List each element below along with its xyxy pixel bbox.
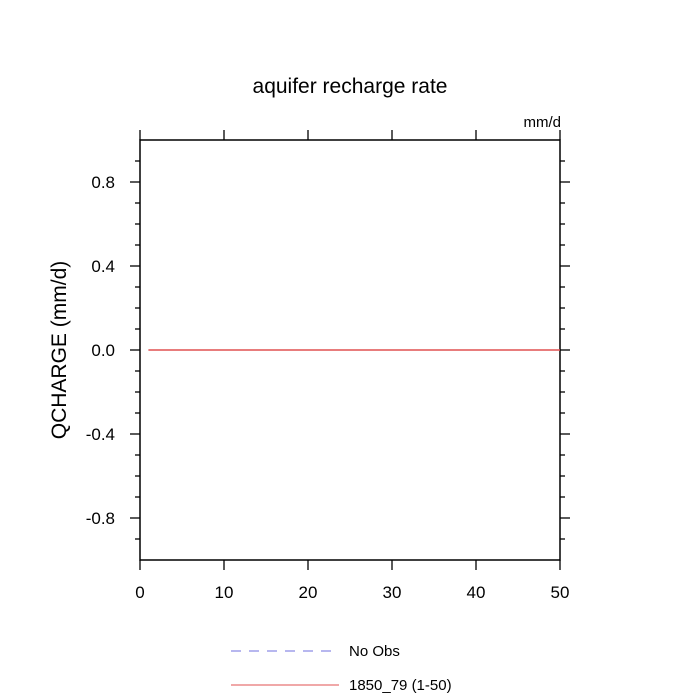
x-tick-label: 10 (215, 583, 234, 602)
y-tick-label: 0.4 (91, 257, 115, 276)
legend-label: 1850_79 (1-50) (349, 677, 452, 694)
legend-label: No Obs (349, 643, 400, 660)
x-tick-label: 40 (467, 583, 486, 602)
x-tick-label: 0 (135, 583, 144, 602)
y-tick-label: -0.4 (86, 425, 115, 444)
x-tick-label: 30 (383, 583, 402, 602)
y-axis-label: QCHARGE (mm/d) (48, 261, 71, 440)
y-tick-label: 0.0 (91, 341, 115, 360)
x-tick-label: 50 (551, 583, 570, 602)
y-tick-label: 0.8 (91, 173, 115, 192)
y-tick-label: -0.8 (86, 509, 115, 528)
ticks-layer: 0 10 20 30 40 50 -0.8 -0.4 0.0 0.4 0.8 (86, 130, 570, 602)
units-label: mm/d (524, 114, 562, 131)
legend: No Obs 1850_79 (1-50) (231, 643, 452, 694)
chart-title: aquifer recharge rate (253, 75, 448, 98)
x-tick-label: 20 (299, 583, 318, 602)
